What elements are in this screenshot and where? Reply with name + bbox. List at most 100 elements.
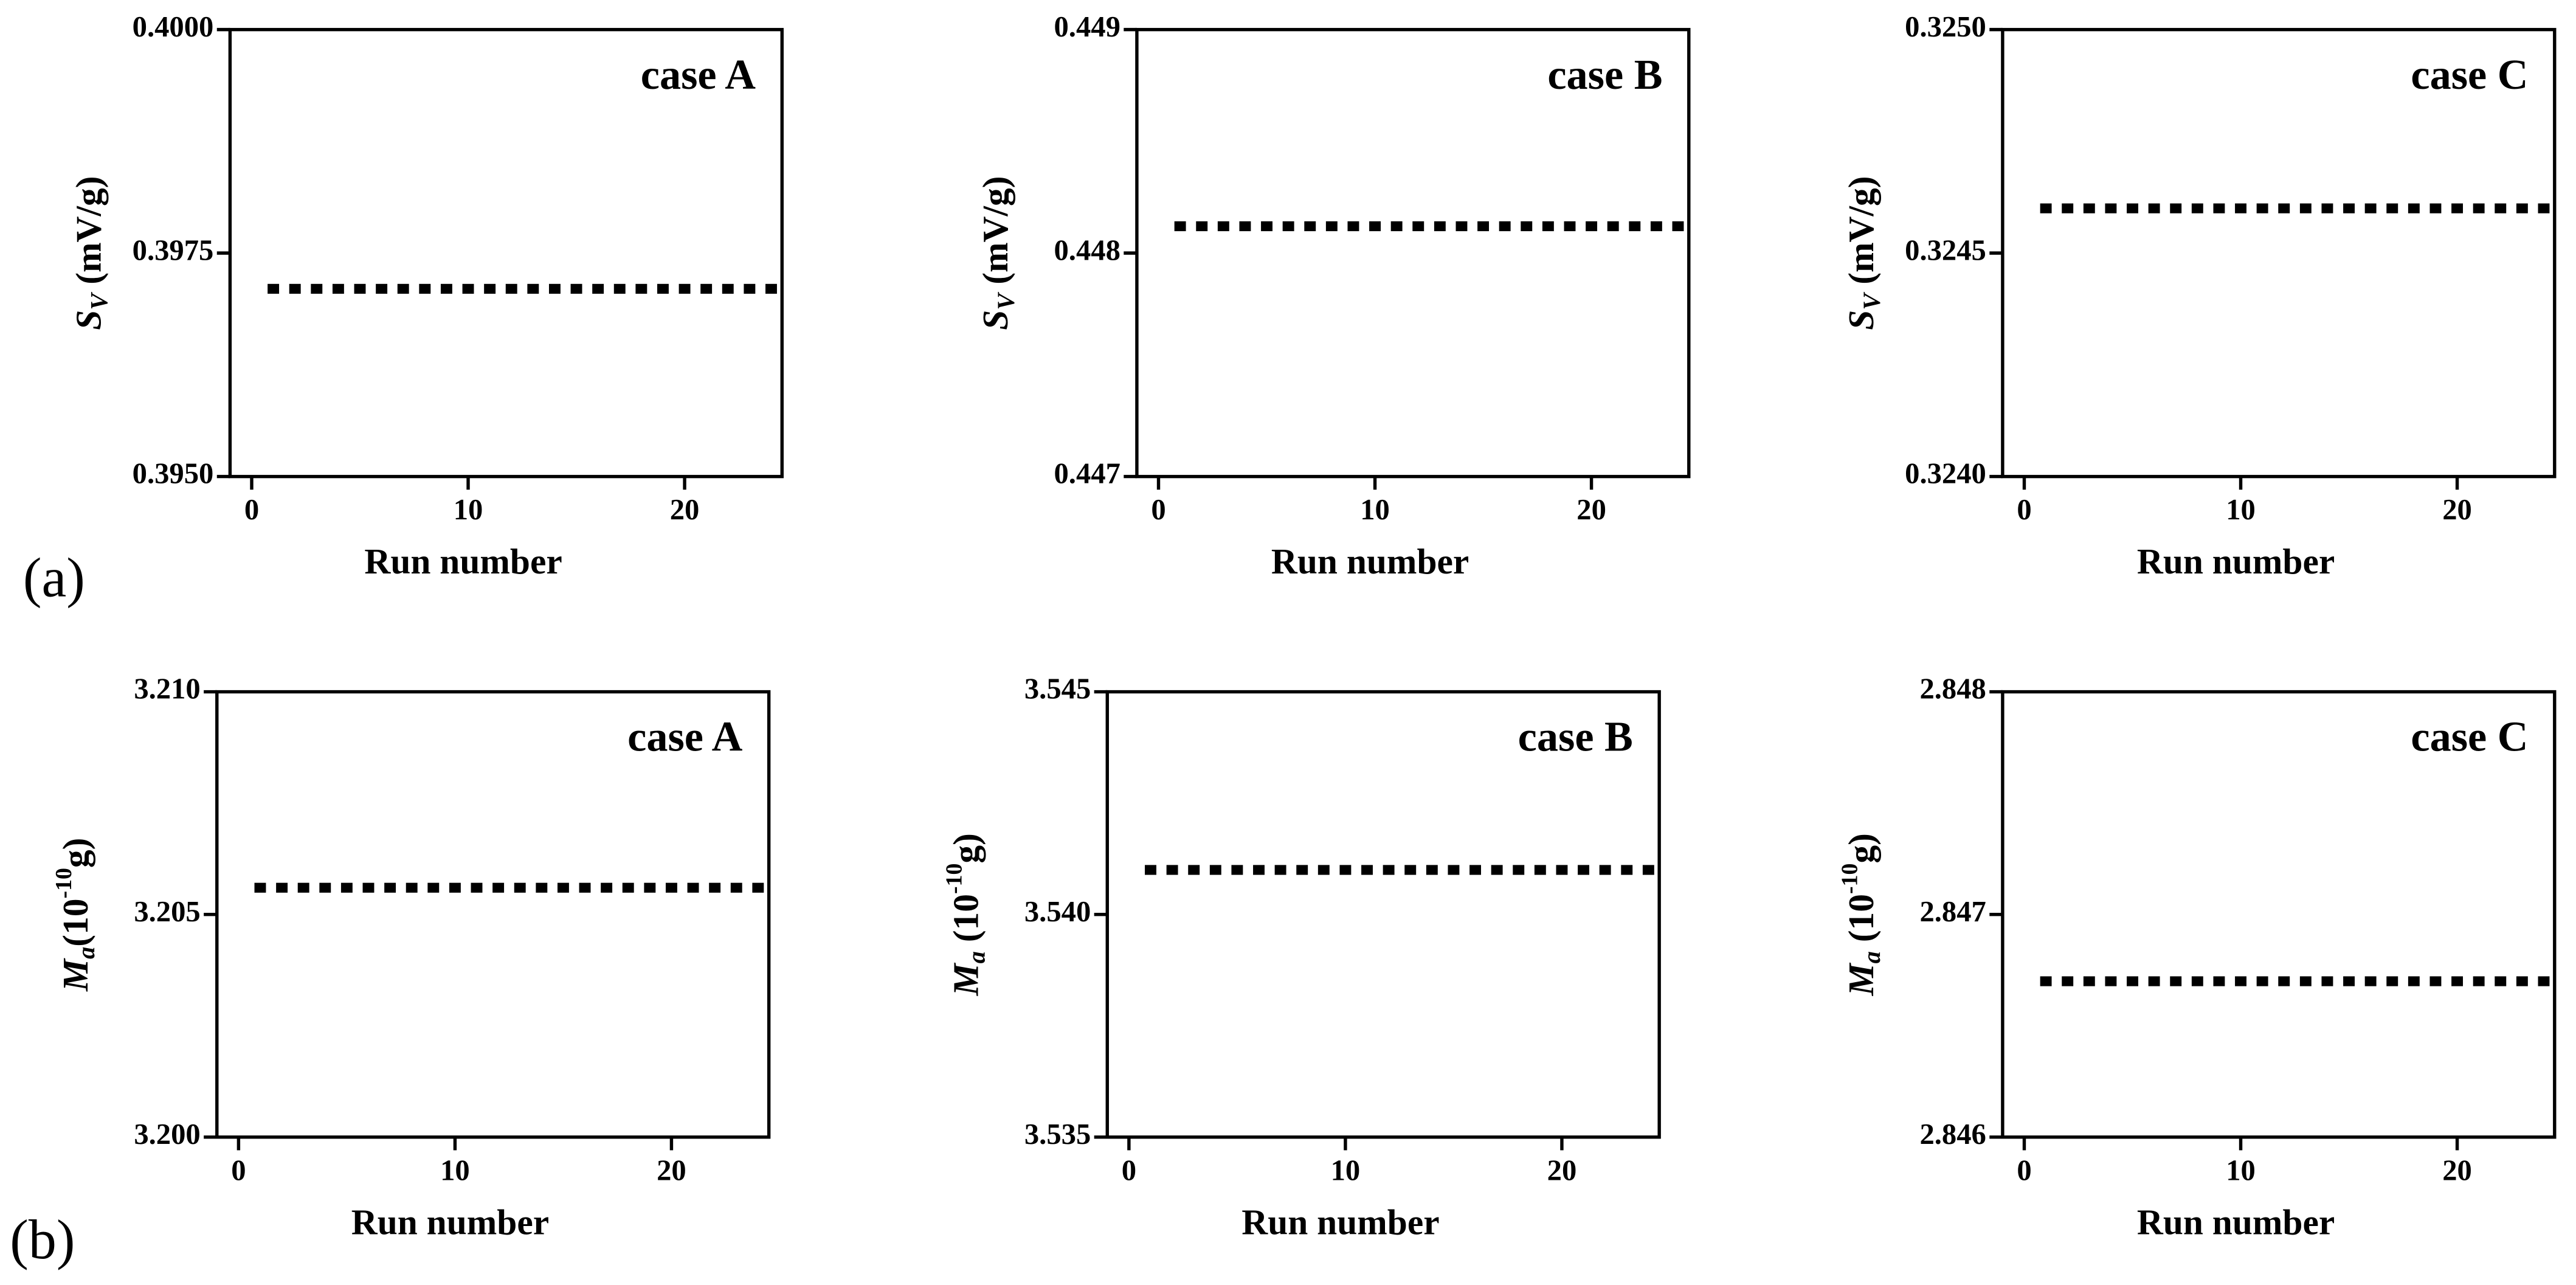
data-point xyxy=(601,882,613,893)
y-axis-label: Ma(10-10g) xyxy=(51,838,100,992)
data-point xyxy=(2191,976,2203,986)
y-tick-label: 0.4000 xyxy=(133,10,214,43)
x-tick-label: 10 xyxy=(2226,1154,2256,1186)
chart: 3.200 3.205 3.210 0 10 20 Run number case A Ma(1… xyxy=(51,673,771,1242)
y-axis-label-part: V xyxy=(1858,292,1885,310)
chart: 2.846 2.847 2.848 0 10 20 Run number case C Ma (… xyxy=(1837,673,2557,1242)
x-axis-label: Run number xyxy=(2137,1202,2335,1242)
data-point xyxy=(2278,976,2290,986)
data-point xyxy=(2364,203,2377,213)
data-point xyxy=(1166,865,1178,875)
y-axis-label-part: (mV/g) xyxy=(68,176,108,294)
data-point xyxy=(1586,221,1598,232)
data-point xyxy=(254,882,266,893)
data-point xyxy=(2386,203,2398,213)
data-point xyxy=(2429,976,2442,986)
data-point xyxy=(1145,865,1156,875)
panel-label: (b) xyxy=(10,1208,75,1270)
data-point xyxy=(276,882,288,893)
data-point xyxy=(1253,865,1265,875)
data-point xyxy=(1325,221,1338,232)
data-point xyxy=(419,283,431,294)
data-point xyxy=(635,283,647,294)
y-axis-label-part: a xyxy=(963,951,990,963)
data-point xyxy=(2083,976,2095,986)
data-point xyxy=(1448,865,1460,875)
y-tick-label: 0.3975 xyxy=(133,234,214,266)
data-point xyxy=(2386,976,2398,986)
data-point xyxy=(449,882,461,893)
y-tick-label: 3.210 xyxy=(134,673,200,705)
annotation: case B xyxy=(1518,713,1633,761)
y-tick-label: 0.3245 xyxy=(1905,234,1986,266)
data-point xyxy=(1282,221,1294,232)
y-tick-label: 3.540 xyxy=(1024,895,1091,928)
y-tick-label: 3.535 xyxy=(1024,1118,1091,1151)
y-axis-label-part: g) xyxy=(1841,833,1881,864)
y-axis-label-part: V xyxy=(992,292,1020,310)
y-tick-label: 3.545 xyxy=(1024,673,1091,705)
data-point xyxy=(397,283,409,294)
data-point xyxy=(2321,976,2333,986)
x-tick-label: 20 xyxy=(670,493,700,526)
data-point xyxy=(340,882,353,893)
y-axis-label-part: M xyxy=(1841,962,1881,996)
data-point xyxy=(1629,221,1641,232)
data-point xyxy=(462,283,474,294)
data-point xyxy=(1455,221,1468,232)
data-point xyxy=(1347,221,1359,232)
y-axis-label-part: (10 xyxy=(1841,894,1881,951)
x-axis-label: Run number xyxy=(351,1202,549,1242)
data-point xyxy=(1513,865,1525,875)
data-point xyxy=(2299,976,2312,986)
data-point xyxy=(1499,221,1511,232)
data-point xyxy=(1542,221,1554,232)
data-point xyxy=(484,283,496,294)
data-point xyxy=(2278,203,2290,213)
x-tick-label: 0 xyxy=(2017,493,2031,526)
data-point xyxy=(440,283,452,294)
data-point xyxy=(1426,865,1438,875)
data-point xyxy=(505,283,517,294)
data-point xyxy=(1296,865,1308,875)
y-tick-label: 3.205 xyxy=(134,895,200,928)
data-point xyxy=(2495,203,2507,213)
annotation: case B xyxy=(1547,51,1662,99)
data-point xyxy=(2062,203,2074,213)
data-point xyxy=(2213,203,2225,213)
data-point xyxy=(2148,203,2160,213)
y-tick-label: 0.449 xyxy=(1054,10,1120,43)
data-point xyxy=(2451,203,2464,213)
data-point xyxy=(2495,976,2507,986)
data-point xyxy=(2451,976,2464,986)
data-point xyxy=(2062,976,2074,986)
data-point xyxy=(311,283,323,294)
data-point xyxy=(1188,865,1200,875)
data-point xyxy=(2170,203,2182,213)
data-point xyxy=(1650,221,1662,232)
data-point xyxy=(2516,976,2528,986)
data-point xyxy=(1412,221,1424,232)
data-point xyxy=(354,283,366,294)
data-point xyxy=(1607,221,1619,232)
data-point xyxy=(1491,865,1503,875)
x-axis-label: Run number xyxy=(364,541,562,581)
y-axis-label-part: M xyxy=(55,958,95,992)
chart: 0.447 0.448 0.449 0 10 20 Run number case B SV (… xyxy=(975,10,1691,581)
y-axis-label: Ma (10-10g) xyxy=(941,833,990,996)
data-point xyxy=(268,283,280,294)
data-point xyxy=(1390,221,1403,232)
data-point xyxy=(384,882,396,893)
data-point xyxy=(1621,865,1633,875)
y-tick-label: 3.200 xyxy=(134,1118,200,1151)
x-axis-label: Run number xyxy=(1271,541,1469,581)
data-point xyxy=(1369,221,1381,232)
data-point xyxy=(2408,203,2420,213)
data-point xyxy=(2408,976,2420,986)
x-tick-label: 0 xyxy=(244,493,259,526)
data-point xyxy=(1231,865,1243,875)
data-point xyxy=(1209,865,1221,875)
data-point xyxy=(2473,203,2485,213)
data-point xyxy=(2256,976,2268,986)
data-point xyxy=(1239,221,1251,232)
